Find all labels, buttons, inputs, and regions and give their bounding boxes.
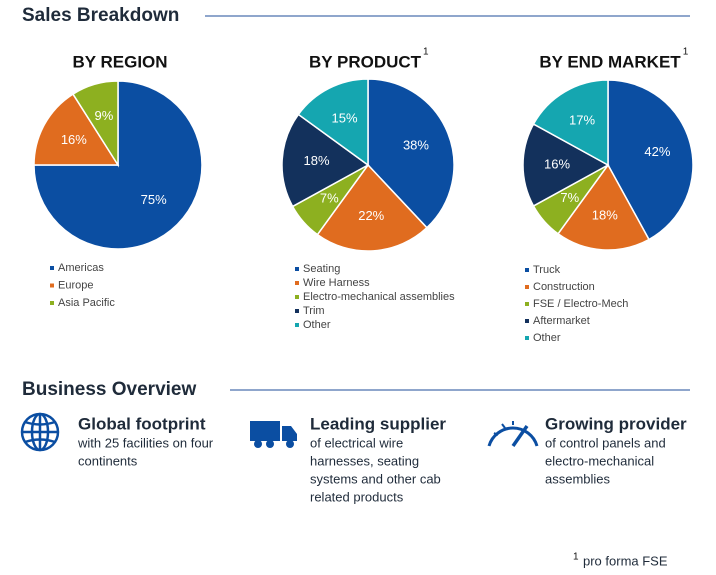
slice-label: 18% bbox=[303, 153, 329, 168]
legend-swatch bbox=[525, 319, 529, 323]
item-heading: Global footprint bbox=[78, 414, 206, 433]
item-text: electro-mechanical bbox=[545, 453, 654, 468]
legend-label: Asia Pacific bbox=[58, 297, 115, 309]
slice-label: 22% bbox=[358, 208, 384, 223]
legend-label: Seating bbox=[303, 263, 340, 275]
slice-label: 9% bbox=[95, 108, 114, 123]
legend-label: Wire Harness bbox=[303, 277, 370, 289]
pie-slice bbox=[297, 78, 369, 167]
item-heading: Leading supplier bbox=[310, 414, 446, 433]
pie-slice bbox=[367, 78, 455, 229]
legend-label: Trim bbox=[303, 305, 325, 317]
legend-swatch bbox=[50, 301, 54, 305]
legend-label: Americas bbox=[58, 262, 104, 274]
legend-swatch bbox=[525, 285, 529, 289]
pie-slice bbox=[33, 80, 203, 250]
footnote-mark: 1 bbox=[573, 552, 579, 563]
item-text: related products bbox=[310, 489, 404, 504]
chart-title: BY PRODUCT bbox=[309, 52, 422, 71]
legend-swatch bbox=[295, 267, 299, 271]
pie-slice bbox=[316, 163, 428, 252]
legend-label: Europe bbox=[58, 279, 93, 291]
pie-slice bbox=[33, 93, 120, 166]
globe-icon bbox=[20, 412, 60, 452]
slice-label: 38% bbox=[403, 137, 429, 152]
item-text: systems and other cab bbox=[310, 471, 441, 486]
item-heading: Growing provider bbox=[545, 414, 687, 433]
gauge-icon bbox=[487, 421, 539, 448]
chart-title: BY REGION bbox=[72, 52, 167, 71]
slice-label: 75% bbox=[141, 192, 167, 207]
pie-slice bbox=[607, 79, 694, 241]
legend-label: Construction bbox=[533, 281, 595, 293]
chart-title: BY END MARKET bbox=[539, 52, 681, 71]
section-title: Business Overview bbox=[22, 379, 196, 400]
legend-swatch bbox=[295, 295, 299, 299]
item-text: of electrical wire bbox=[310, 435, 403, 450]
pie-slice bbox=[522, 123, 610, 207]
item-text: of control panels and bbox=[545, 435, 666, 450]
footnote-text: pro forma FSE bbox=[583, 553, 668, 568]
legend-swatch bbox=[50, 266, 54, 270]
legend-swatch bbox=[525, 268, 529, 272]
item-text: harnesses, seating bbox=[310, 453, 419, 468]
slice-label: 7% bbox=[560, 190, 579, 205]
slice-label: 42% bbox=[644, 144, 670, 159]
item-text: with 25 facilities on four bbox=[77, 435, 214, 450]
legend-label: FSE / Electro-Mech bbox=[533, 298, 628, 310]
slice-label: 18% bbox=[592, 207, 618, 222]
pie-slice bbox=[556, 163, 650, 251]
pie-slice bbox=[281, 113, 370, 208]
legend-swatch bbox=[295, 323, 299, 327]
slice-label: 16% bbox=[61, 132, 87, 147]
legend-swatch bbox=[525, 336, 529, 340]
legend-swatch bbox=[525, 302, 529, 306]
legend-swatch bbox=[295, 281, 299, 285]
legend-swatch bbox=[295, 309, 299, 313]
legend-label: Truck bbox=[533, 264, 561, 276]
legend-label: Aftermarket bbox=[533, 315, 590, 327]
item-text: assemblies bbox=[545, 471, 611, 486]
title-note: 1 bbox=[423, 47, 429, 58]
slice-label: 7% bbox=[320, 191, 339, 206]
pie-slice bbox=[71, 80, 119, 168]
slice-label: 15% bbox=[332, 110, 358, 125]
slice-label: 17% bbox=[569, 113, 595, 128]
pie-slice bbox=[532, 79, 609, 167]
legend-label: Electro-mechanical assemblies bbox=[303, 291, 455, 303]
section-title: Sales Breakdown bbox=[22, 5, 179, 26]
legend-swatch bbox=[50, 283, 54, 288]
truck-icon bbox=[250, 421, 297, 448]
slice-label: 16% bbox=[544, 156, 570, 171]
title-note: 1 bbox=[683, 47, 689, 58]
item-text: continents bbox=[78, 453, 138, 468]
legend-label: Other bbox=[533, 332, 561, 344]
legend-label: Other bbox=[303, 319, 331, 331]
